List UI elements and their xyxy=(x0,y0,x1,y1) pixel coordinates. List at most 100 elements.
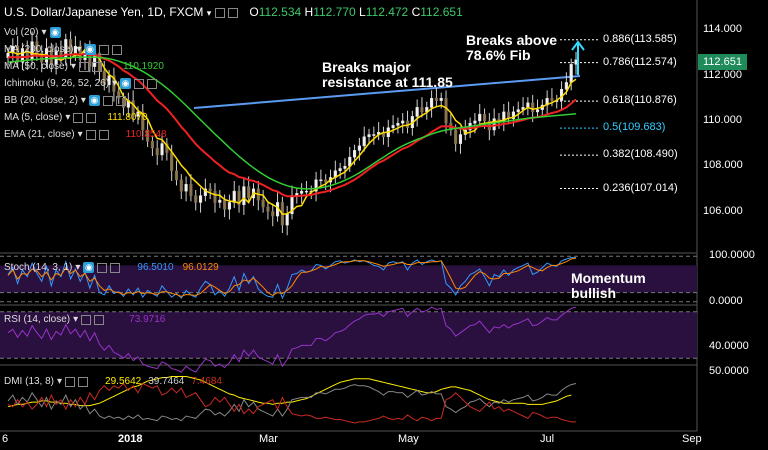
dropdown-icon[interactable]: ▾ xyxy=(77,129,83,140)
indicator-row-ma50[interactable]: MA (50, close) ▾ 110.1920 xyxy=(4,61,164,72)
settings-icon[interactable] xyxy=(97,262,108,273)
candle xyxy=(516,101,520,123)
time-axis-label: 2018 xyxy=(118,433,143,445)
fib-level-label: 0.5(109.683) xyxy=(603,121,666,134)
candle xyxy=(261,190,265,213)
price-axis-label: 110.000 xyxy=(703,113,742,126)
indicator-line xyxy=(7,257,576,300)
indicator-row-ma200[interactable]: MA (200, close) ▾ ◉ xyxy=(4,44,122,55)
dropdown-icon[interactable]: ▾ xyxy=(65,112,71,123)
series-line xyxy=(7,48,577,215)
visibility-icon[interactable]: ◉ xyxy=(84,44,96,55)
candle xyxy=(141,103,145,141)
candle xyxy=(343,158,347,179)
settings-icon[interactable] xyxy=(102,95,113,106)
candle xyxy=(6,47,10,66)
candle xyxy=(179,174,183,200)
candle xyxy=(155,140,159,166)
overbought-band xyxy=(0,311,697,359)
dropdown-icon[interactable]: ▾ xyxy=(80,95,86,106)
pane-axis-label: 100.0000 xyxy=(709,249,755,262)
settings-icon[interactable] xyxy=(214,7,225,18)
close-icon[interactable] xyxy=(111,44,122,55)
dmi-legend[interactable]: DMI (13, 8) ▾ 29.5642 39.7464 7.4684 xyxy=(4,376,222,387)
fib-level-label: 0.786(112.574) xyxy=(603,55,677,68)
candle xyxy=(458,126,463,154)
settings-icon[interactable] xyxy=(98,44,109,55)
symbol-title[interactable]: U.S. Dollar/Japanese Yen, 1D, FXCM xyxy=(4,5,204,19)
dropdown-icon[interactable]: ▾ xyxy=(76,44,82,55)
candle xyxy=(300,183,304,204)
candle xyxy=(434,88,438,107)
close-icon[interactable] xyxy=(147,78,158,89)
candle xyxy=(198,187,203,213)
hide-icon[interactable] xyxy=(228,7,238,18)
settings-icon[interactable] xyxy=(65,376,76,387)
candle xyxy=(160,133,164,161)
indicator-row-vol[interactable]: Vol (20) ▾ ◉ xyxy=(4,27,61,38)
dropdown-icon[interactable]: ▾ xyxy=(41,27,47,38)
candle xyxy=(208,183,212,200)
dropdown-icon[interactable]: ▾ xyxy=(70,61,76,72)
close-icon[interactable] xyxy=(78,376,89,387)
settings-icon[interactable] xyxy=(85,129,96,140)
close-icon[interactable] xyxy=(91,61,102,72)
visibility-icon[interactable]: ◉ xyxy=(120,78,132,89)
dropdown-icon[interactable]: ▾ xyxy=(112,78,118,89)
stoch-legend[interactable]: Stoch (14, 3, 1) ▾ ◉ 96.5010 96.0129 xyxy=(4,262,219,273)
indicator-row-ichimoku[interactable]: Ichimoku (9, 26, 52, 26) ▾ ◉ xyxy=(4,78,158,89)
dropdown-icon[interactable]: ▾ xyxy=(75,262,81,273)
candle xyxy=(420,97,424,118)
candle xyxy=(338,162,342,179)
candle xyxy=(11,38,15,64)
settings-icon[interactable] xyxy=(134,78,145,89)
settings-icon[interactable] xyxy=(81,314,92,325)
rsi-legend[interactable]: RSI (14, close) ▾ 73.9716 xyxy=(4,314,166,325)
visibility-icon[interactable]: ◉ xyxy=(88,95,100,106)
candle xyxy=(478,103,482,127)
time-axis-label: 6 xyxy=(2,433,9,445)
close-icon[interactable] xyxy=(98,129,109,140)
last-price-tag: 112.651 xyxy=(698,54,747,70)
close-icon[interactable] xyxy=(94,314,105,325)
fib-level-label: 0.236(107.014) xyxy=(603,181,678,194)
time-axis-label: Mar xyxy=(259,433,278,445)
indicator-line xyxy=(7,382,576,424)
candle xyxy=(227,194,231,220)
indicator-row-ema21[interactable]: EMA (21, close) ▾ 110.8548 xyxy=(4,129,167,140)
price-axis-label: 112.000 xyxy=(703,68,742,81)
symbol-dropdown-icon[interactable]: ▾ xyxy=(206,8,212,18)
candle xyxy=(319,169,323,186)
close-icon[interactable] xyxy=(110,262,121,273)
time-axis-label: Sep xyxy=(682,433,702,445)
candle xyxy=(521,97,525,116)
indicator-line xyxy=(7,376,572,408)
price-axis-label: 106.000 xyxy=(703,204,743,217)
series-line xyxy=(7,56,577,190)
close-icon[interactable] xyxy=(115,95,126,106)
close-icon[interactable] xyxy=(86,112,97,123)
candle xyxy=(401,113,405,134)
candle xyxy=(357,137,361,161)
indicator-row-bb[interactable]: BB (20, close, 2) ▾ ◉ xyxy=(4,95,126,106)
candle xyxy=(194,190,198,211)
settings-icon[interactable] xyxy=(73,112,84,123)
indicator-row-ma5[interactable]: MA (5, close) ▾ 111.8070 xyxy=(4,112,148,123)
candle xyxy=(150,135,154,157)
candle xyxy=(545,90,549,116)
candle xyxy=(242,178,246,215)
visibility-icon[interactable]: ◉ xyxy=(83,262,95,273)
candle xyxy=(271,203,275,227)
candle xyxy=(35,36,39,61)
momentum-annotation: Momentum bullish xyxy=(571,270,646,301)
indicator-line xyxy=(7,306,577,373)
overbought-band xyxy=(0,265,697,293)
candle xyxy=(237,185,241,213)
dropdown-icon[interactable]: ▾ xyxy=(57,376,63,387)
candle xyxy=(314,171,318,202)
candle xyxy=(367,128,371,145)
dropdown-icon[interactable]: ▾ xyxy=(73,314,79,325)
visibility-icon[interactable]: ◉ xyxy=(49,27,61,38)
settings-icon[interactable] xyxy=(78,61,89,72)
